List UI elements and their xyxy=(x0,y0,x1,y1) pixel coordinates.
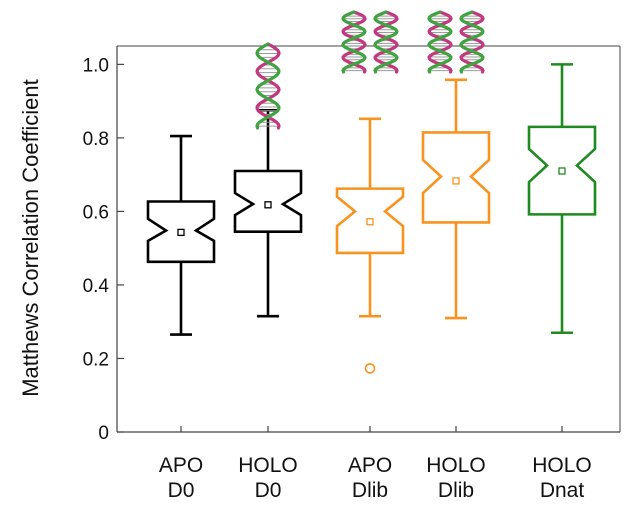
box-group xyxy=(146,134,216,336)
dna-helix-icon xyxy=(427,10,453,74)
category-label-line1: HOLO xyxy=(426,454,486,477)
dna-helix-icon xyxy=(459,10,485,74)
boxes xyxy=(146,63,597,374)
helix-strand-a xyxy=(459,10,485,74)
mean-marker xyxy=(558,167,566,175)
helix-strand-a xyxy=(427,10,453,74)
dna-helix-icon xyxy=(373,10,399,74)
helix-strand-a xyxy=(373,10,399,74)
mean-marker xyxy=(452,177,460,185)
dna-helix-icon xyxy=(255,42,281,130)
box-group xyxy=(335,117,405,374)
dna-helix-icon xyxy=(341,10,367,74)
category-label-line2: Dlib xyxy=(352,479,388,502)
helix-strand-b xyxy=(255,42,281,130)
helix-strand-a xyxy=(255,42,281,130)
helix-strand-b xyxy=(341,10,367,74)
box-group xyxy=(233,109,303,318)
y-tick-label: 0.4 xyxy=(83,276,110,297)
category-label-line2: D0 xyxy=(255,479,282,502)
y-tick-label: 0 xyxy=(98,423,109,444)
box-group xyxy=(527,63,597,335)
category-label-line1: HOLO xyxy=(532,454,592,477)
y-tick-label: 1.0 xyxy=(83,55,109,76)
mean-marker xyxy=(177,228,185,237)
category-label-line1: APO xyxy=(159,454,203,477)
category-label-line1: APO xyxy=(348,454,392,477)
box-group xyxy=(421,78,491,320)
mean-marker xyxy=(264,201,272,209)
y-tick-label: 0.8 xyxy=(83,129,109,150)
category-label-line2: D0 xyxy=(168,479,195,502)
helix-strand-b xyxy=(459,10,485,74)
category-label-line2: Dlib xyxy=(438,479,474,502)
helix-strand-b xyxy=(427,10,453,74)
mean-marker xyxy=(366,218,374,226)
helix-strand-a xyxy=(341,10,367,74)
axes: 0 0.2 0.4 0.6 0.8 1.0 xyxy=(83,45,621,444)
category-label-line2: Dnat xyxy=(540,479,585,502)
y-tick-label: 0.2 xyxy=(83,349,109,370)
y-tick-label: 0.6 xyxy=(83,202,109,223)
category-label-line1: HOLO xyxy=(238,454,298,477)
outlier-point xyxy=(364,363,376,374)
y-axis-title: Matthews Correlation Coefficient xyxy=(18,79,43,397)
helix-strand-b xyxy=(373,10,399,74)
dna-icons xyxy=(255,10,485,130)
